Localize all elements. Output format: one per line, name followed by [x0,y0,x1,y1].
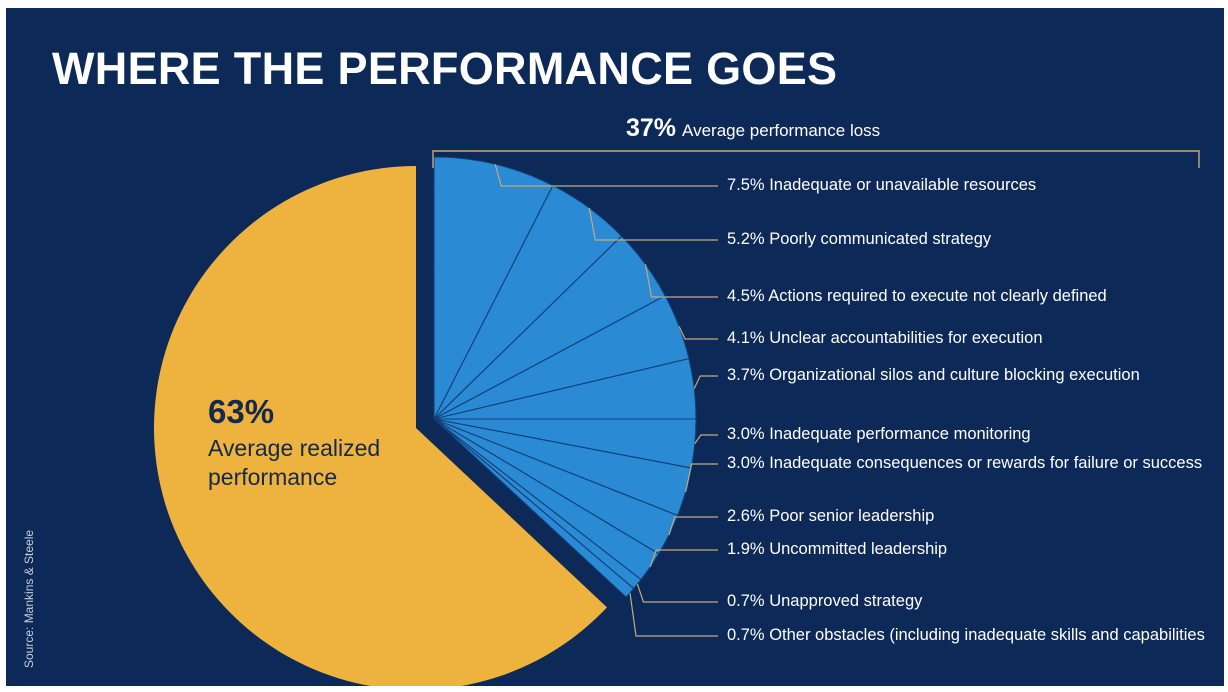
leader-line-3 [644,264,718,298]
leader-line-2 [588,207,718,241]
slice-label-9: 1.9% Uncommitted leadership [727,540,948,558]
loss-bracket [432,150,1200,168]
pie-chart [154,150,1200,686]
leader-line-7 [685,463,718,493]
total-loss-percent: 37% [626,114,677,142]
leader-line-10 [636,583,718,603]
leader-line-1 [494,164,718,187]
leader-line-4 [678,326,718,340]
leader-line-6 [694,434,718,445]
slide: WHERE THE PERFORMANCE GOES 37% Average pe… [6,8,1224,686]
chart-title: WHERE THE PERFORMANCE GOES [52,43,838,94]
slice-realized [154,166,607,686]
slice-label-4: 4.1% Unclear accountabilities for execut… [727,329,1043,347]
realized-percent: 63% [208,393,275,430]
leader-line-11 [629,592,718,637]
slice-label-10: 0.7% Unapproved strategy [727,592,923,610]
slice-label-7: 3.0% Inadequate consequences or rewards … [727,454,1203,472]
realized-label: 63% Average realized performance [208,393,438,492]
slice-label-3: 4.5% Actions required to execute not cle… [727,287,1107,305]
slice-label-2: 5.2% Poorly communicated strategy [727,230,992,248]
slice-label-8: 2.6% Poor senior leadership [727,507,935,525]
total-loss-label: 37% Average performance loss [626,114,880,143]
slice-label-1: 7.5% Inadequate or unavailable resources [727,176,1037,194]
leader-line-5 [693,375,718,389]
slice-label-11: 0.7% Other obstacles (including inadequa… [727,626,1205,644]
realized-text: Average realized performance [208,435,381,491]
leader-line-8 [668,516,718,536]
source-note: Source: Mankins & Steele [22,529,36,668]
leader-line-9 [649,549,718,568]
total-loss-text: Average performance loss [682,121,881,140]
slice-label-5: 3.7% Organizational silos and culture bl… [727,366,1140,384]
slice-loss-11 [433,418,635,598]
slice-label-6: 3.0% Inadequate performance monitoring [727,425,1031,443]
